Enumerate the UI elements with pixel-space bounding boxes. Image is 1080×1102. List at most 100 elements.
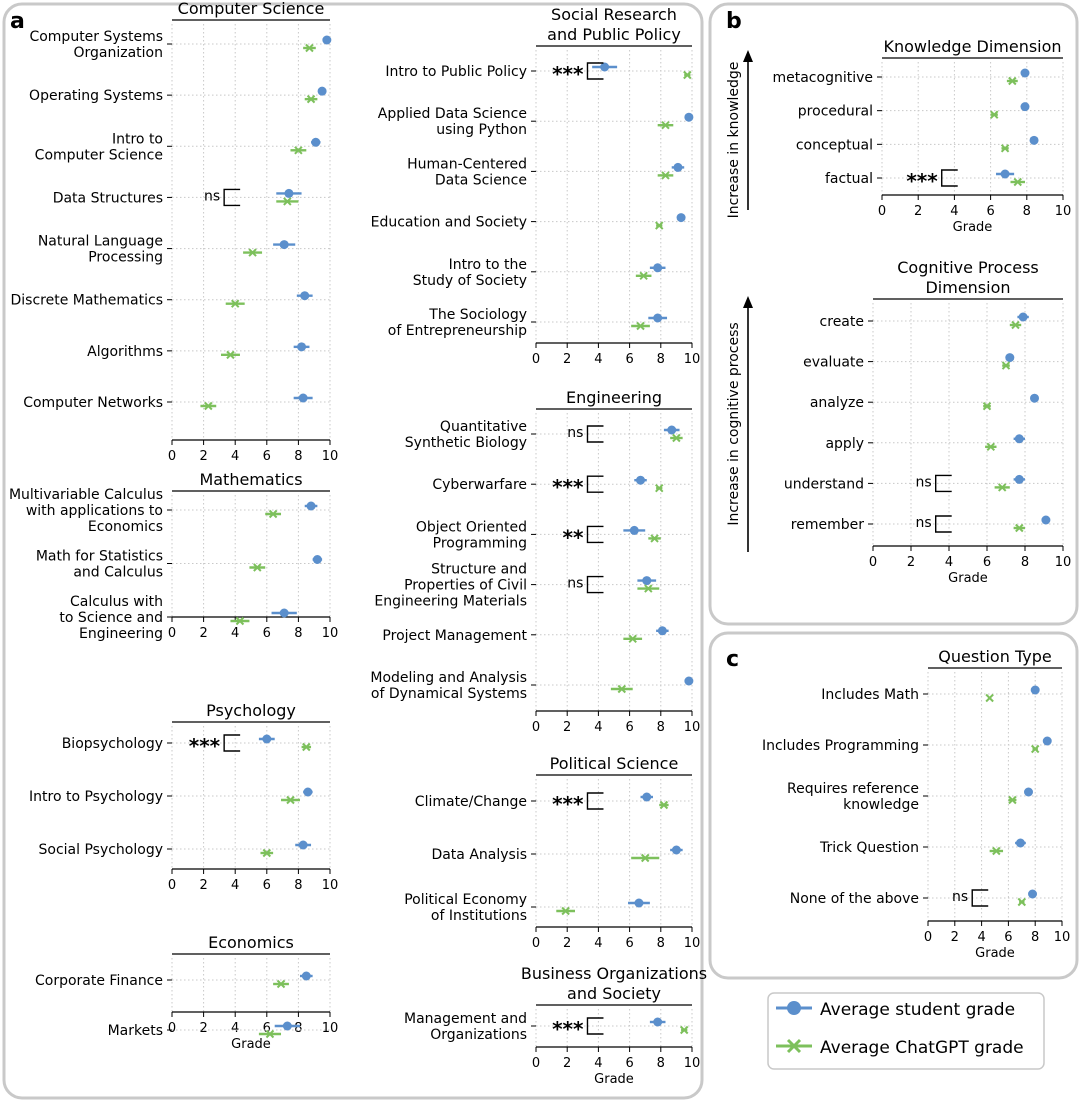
category-label: Modeling and Analysis	[370, 670, 527, 686]
significance-label: **	[563, 525, 584, 549]
x-tick-label: 10	[684, 352, 701, 367]
x-tick-label: 4	[231, 878, 239, 893]
significance-label: ***	[189, 734, 221, 758]
chatgpt-point	[992, 846, 1001, 856]
significance-bracket	[586, 475, 604, 493]
significance-label: ns	[916, 474, 932, 490]
x-tick-label: 10	[684, 720, 701, 735]
chart-2: 0 2 4 6 8 10 Psychology Biopsychology Intro to P…	[29, 701, 338, 893]
chatgpt-point	[204, 401, 213, 411]
chatgpt-point	[286, 795, 295, 805]
category-label: Intro to	[112, 131, 163, 147]
chatgpt-point	[683, 70, 692, 80]
chart-5: 0 2 4 6 8 10 Engineering QuantitativeSynthetic …	[370, 388, 700, 735]
x-tick-label: 4	[950, 204, 958, 219]
x-tick-label: 6	[983, 555, 991, 570]
chart-title: Social Research	[551, 5, 677, 24]
category-label: analyze	[810, 395, 864, 411]
x-tick-label: 10	[1055, 555, 1072, 570]
category-label: Applied Data Science	[378, 106, 527, 122]
x-tick-label: 6	[263, 878, 271, 893]
cognitive-axis-note: Increase in cognitive process	[726, 322, 742, 525]
student-point	[653, 263, 663, 273]
chatgpt-point	[302, 742, 311, 752]
category-label: evaluate	[803, 355, 864, 371]
student-point	[317, 86, 327, 96]
category-label: Education and Society	[371, 215, 527, 231]
category-label: Natural Language	[38, 234, 163, 250]
category-label: of Institutions	[431, 908, 527, 924]
student-point	[322, 35, 332, 45]
chatgpt-point	[628, 634, 637, 644]
x-tick-label: 0	[924, 930, 932, 945]
category-label: create	[820, 314, 864, 330]
category-label: Biopsychology	[62, 736, 163, 752]
chatgpt-point	[990, 110, 999, 119]
x-tick-label: 6	[263, 449, 271, 464]
category-label: Synthetic Biology	[405, 435, 527, 451]
significance-bracket	[586, 1017, 604, 1035]
student-point	[673, 162, 683, 172]
panel-label-c: c	[726, 647, 739, 672]
x-tick-label: 8	[657, 352, 665, 367]
category-label: Engineering Materials	[374, 594, 527, 610]
legend-chatgpt-label: Average ChatGPT grade	[820, 1038, 1024, 1058]
x-tick-label: 2	[199, 626, 207, 641]
significance-label: ns	[204, 188, 220, 204]
chatgpt-point	[650, 534, 659, 543]
chatgpt-point	[639, 271, 648, 281]
student-point	[297, 342, 307, 352]
significance-bracket	[941, 169, 958, 187]
x-tick-label: 6	[625, 1056, 633, 1071]
category-label: Intro to Psychology	[29, 789, 163, 805]
chatgpt-point	[294, 146, 303, 155]
category-label: apply	[825, 436, 864, 452]
chart-title: and Society	[567, 984, 661, 1003]
significance-label: ***	[552, 792, 584, 816]
category-label: remember	[791, 517, 864, 533]
x-tick-label: 8	[657, 1056, 665, 1071]
x-tick-label: 10	[322, 626, 339, 641]
category-label: Organization	[73, 45, 163, 61]
student-point	[1042, 736, 1052, 746]
chatgpt-point	[276, 979, 286, 989]
category-label: Engineering	[79, 626, 163, 642]
legend-box	[767, 992, 1045, 1070]
chatgpt-point	[1030, 744, 1040, 754]
legend: Average student grade Average ChatGPT gr…	[767, 992, 1045, 1070]
chatgpt-point	[253, 563, 262, 572]
x-tick-label: 0	[532, 352, 540, 367]
significance-bracket	[586, 425, 604, 443]
significance-bracket	[586, 575, 604, 594]
x-tick-label: 10	[322, 449, 339, 464]
significance-label: ns	[916, 515, 932, 531]
chatgpt-point	[1008, 76, 1017, 86]
student-point	[1000, 169, 1010, 179]
category-label: Organizations	[430, 1027, 527, 1043]
chatgpt-point	[1011, 320, 1020, 330]
category-label: The Sociology	[428, 307, 527, 323]
x-tick-label: 2	[199, 449, 207, 464]
category-label: Data Structures	[53, 190, 163, 206]
x-tick-label: 4	[945, 555, 953, 570]
x-tick-label: 4	[594, 720, 602, 735]
x-axis-label: Grade	[948, 571, 988, 586]
category-label: Management and	[404, 1011, 527, 1027]
significance-bracket	[223, 188, 241, 207]
category-label: metacognitive	[772, 70, 873, 86]
x-tick-label: 8	[294, 878, 302, 893]
student-point	[1029, 135, 1039, 145]
chart-title: Dimension	[925, 278, 1010, 297]
category-label: Properties of Civil	[404, 578, 527, 594]
chatgpt-point	[230, 299, 240, 308]
category-label: to Science and	[59, 610, 163, 626]
x-tick-label: 6	[1004, 930, 1012, 945]
student-point	[298, 393, 308, 403]
category-label: Calculus with	[70, 594, 163, 610]
significance-bracket	[935, 515, 952, 533]
student-point	[684, 676, 694, 686]
significance-bracket	[223, 734, 241, 752]
chatgpt-point	[982, 401, 992, 411]
